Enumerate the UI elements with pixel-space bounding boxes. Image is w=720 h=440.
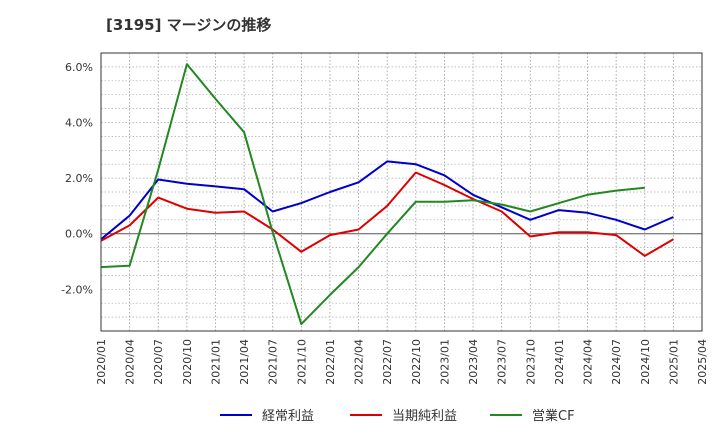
- x-tick-label: 2024/07: [610, 339, 623, 385]
- series-line-0: [100, 160, 674, 241]
- x-tick-label: 2020/04: [124, 339, 137, 385]
- x-tick-label: 2022/10: [410, 339, 423, 385]
- x-tick-label: 2021/10: [295, 339, 308, 385]
- x-tick-label: 2024/10: [639, 339, 652, 385]
- y-tick-label: 0.0%: [65, 228, 93, 241]
- x-tick-label: 2025/04: [696, 339, 709, 385]
- x-tick-label: 2022/07: [381, 339, 394, 385]
- x-tick-label: 2020/07: [152, 339, 165, 385]
- y-tick-label: 6.0%: [65, 61, 93, 74]
- grid-lines: [101, 53, 702, 331]
- legend-label-0: 経常利益: [262, 409, 314, 424]
- x-tick-label: 2023/07: [496, 339, 509, 385]
- x-tick-label: 2023/01: [438, 339, 451, 385]
- x-tick-label: 2022/01: [324, 339, 337, 385]
- y-tick-label: 2.0%: [65, 172, 93, 185]
- chart-title: [3195] マージンの推移: [106, 16, 272, 34]
- x-tick-label: 2021/04: [238, 339, 251, 385]
- series-line-2: [100, 63, 645, 326]
- y-tick-label: -2.0%: [61, 283, 93, 296]
- legend-label-1: 当期純利益: [392, 409, 457, 424]
- legend-label-2: 営業CF: [532, 408, 575, 424]
- legend: 経常利益 当期純利益 営業CF: [220, 408, 575, 424]
- y-tick-label: 4.0%: [65, 117, 93, 130]
- x-tick-label: 2024/04: [582, 339, 595, 385]
- x-tick-label: 2022/04: [353, 339, 366, 385]
- x-tick-label: 2025/01: [667, 339, 680, 385]
- plot-frame: [100, 52, 703, 332]
- x-tick-label: 2021/07: [267, 339, 280, 385]
- x-tick-label: 2020/10: [181, 339, 194, 385]
- series-lines: [100, 63, 674, 326]
- x-tick-label: 2024/01: [553, 339, 566, 385]
- x-tick-label: 2021/01: [209, 339, 222, 385]
- axes: 6.0% 4.0% 2.0% 0.0% -2.0% 2020/01 2020/04 2020/…: [61, 52, 709, 385]
- x-tick-label: 2020/01: [95, 339, 108, 385]
- x-tick-label: 2023/10: [524, 339, 537, 385]
- x-tick-label: 2023/04: [467, 339, 480, 385]
